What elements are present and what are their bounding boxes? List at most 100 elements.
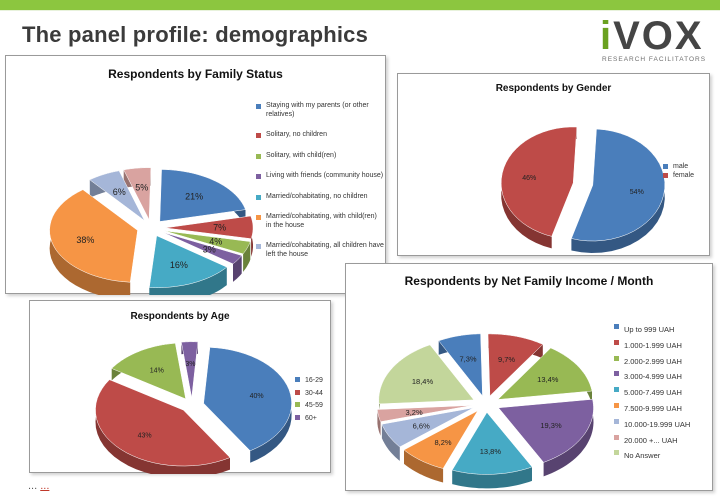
logo-subtitle: RESEARCH FACILITATORS — [602, 56, 707, 63]
legend-swatch — [663, 173, 668, 178]
legend-label: 20.000 +... UAH — [624, 435, 678, 445]
chart-title: Respondents by Net Family Income / Month — [404, 274, 654, 288]
chart-legend: Staying with my parents (or other relati… — [256, 102, 384, 271]
legend-label: Married/cohabitating, all children have … — [266, 242, 384, 258]
chart-legend: Up to 999 UAH 1.000-1.999 UAH 2.000-2.999 … — [614, 322, 712, 464]
top-accent-bar — [0, 0, 720, 10]
legend-label: Married/cohabitating, with child(ren) in… — [266, 213, 377, 229]
legend-item: Staying with my parents (or other relati… — [256, 102, 384, 119]
legend-swatch — [256, 133, 261, 138]
legend-swatch — [614, 324, 619, 329]
legend-label: 7.500-9.999 UAH — [624, 403, 682, 413]
footer-text: ... — [28, 480, 41, 492]
legend-label: female — [673, 172, 695, 179]
legend-item: 2.000-2.999 UAH — [614, 354, 712, 370]
brand-logo: iVOX RESEARCH FACILITATORS — [596, 14, 714, 66]
data-label: 14% — [150, 367, 164, 374]
legend-swatch — [614, 434, 619, 440]
legend-swatch — [295, 389, 300, 395]
pie-slice — [159, 169, 246, 222]
chart-legend: 16-29 30-44 45-59 60+ — [295, 375, 331, 425]
pie-slice — [451, 411, 533, 475]
legend-label: Staying with my parents (or other relati… — [266, 102, 369, 118]
pie-slice-side — [571, 129, 665, 253]
income-pie-chart: 7,3% 9,7% 13,4% 19,3% 13,8% 8,2% 6,6% 3,2% 18,4% — [377, 333, 594, 489]
legend-label: 3.000-4.999 UAH — [624, 372, 682, 382]
legend-item: 7.500-9.999 UAH — [614, 401, 712, 417]
pie-slice-side — [377, 409, 381, 436]
gender-pie-chart: 54% 46% — [500, 126, 666, 253]
legend-label: 1.000-1.999 UAH — [624, 340, 682, 350]
data-label: 19,3% — [540, 421, 562, 430]
data-label: 13,4% — [537, 375, 559, 384]
data-label: 4% — [209, 236, 222, 246]
legend-item: No Answer — [614, 448, 712, 464]
legend-label: Solitary, no children — [266, 131, 327, 138]
legend-label: male — [673, 163, 689, 170]
legend-item: 3.000-4.999 UAH — [614, 369, 712, 385]
pie-slice — [378, 344, 475, 405]
legend-label: 16-29 — [305, 377, 323, 384]
pie-slice — [498, 399, 594, 463]
legend-item: 45-59 — [295, 400, 331, 413]
legend-swatch — [614, 418, 619, 424]
legend-swatch — [295, 402, 300, 407]
legend-swatch — [295, 377, 300, 382]
pie-slice — [111, 343, 187, 400]
data-label: 16% — [170, 260, 188, 270]
data-label: 3,2% — [406, 408, 423, 417]
logo-wordmark: iVOX — [600, 14, 704, 58]
pie-slice-side — [49, 189, 131, 295]
legend-label: Solitary, with child(ren) — [266, 151, 337, 159]
legend-label: 5.000-7.499 UAH — [624, 388, 682, 398]
pie-slice — [500, 126, 578, 237]
data-label: 46% — [522, 175, 536, 182]
data-label: 8,2% — [434, 438, 451, 447]
chart-title: Respondents by Age — [130, 311, 230, 322]
legend-label: Living with friends (community house) — [266, 172, 384, 179]
pie-slice — [149, 235, 228, 288]
pie-slice-side — [381, 424, 400, 461]
legend-label: 60+ — [305, 414, 317, 422]
legend-item: 10.000-19.999 UAH — [614, 417, 712, 433]
age-pie-chart: 40% 43% 14% 3% — [95, 341, 292, 474]
legend-swatch — [256, 194, 261, 200]
pie-slice-side — [149, 267, 227, 295]
data-label: 43% — [138, 432, 152, 439]
data-label: 6,6% — [413, 421, 430, 430]
legend-swatch — [614, 371, 619, 377]
legend-swatch — [614, 450, 619, 456]
legend-swatch — [663, 164, 668, 169]
chart-panel-net-family-income: Respondents by Net Family Income / Month… — [345, 263, 713, 491]
legend-swatch — [256, 174, 261, 179]
data-label: 38% — [76, 235, 94, 245]
legend-item: female — [663, 171, 709, 180]
pie-slice — [89, 170, 145, 221]
legend-label: 45-59 — [305, 402, 323, 409]
family-status-pie-chart: 21% 7% 4%3% 16% 38% 6% 5% — [49, 167, 254, 295]
legend-swatch — [256, 153, 261, 159]
pie-slice — [203, 347, 292, 452]
legend-item: Living with friends (community house) — [256, 172, 384, 181]
legend-label: No Answer — [624, 451, 661, 461]
pie-slice — [377, 405, 473, 422]
pie-slice — [164, 230, 251, 255]
legend-item: Married/cohabitating, all children have … — [256, 242, 384, 259]
footer-contact: ... ... — [28, 480, 49, 492]
pie-slice — [497, 347, 593, 400]
legend-swatch — [295, 414, 300, 420]
footer-email-link[interactable]: ... — [40, 480, 50, 492]
data-label: 6% — [113, 187, 126, 197]
legend-swatch — [256, 104, 261, 109]
pie-slice — [403, 410, 479, 469]
pie-slice — [95, 379, 231, 467]
legend-item: Up to 999 UAH — [614, 322, 712, 338]
pie-slice — [162, 232, 243, 265]
chart-panel-gender: Respondents by Gender 54% 46% male female — [397, 73, 710, 256]
legend-swatch — [614, 387, 619, 393]
legend-item: Solitary, with child(ren) — [256, 152, 384, 161]
legend-item: 60+ — [295, 413, 331, 426]
chart-panel-age: Respondents by Age 40% 43% 14% 3% 16-29 30-4… — [29, 300, 331, 474]
data-label: 5% — [135, 183, 148, 193]
pie-slice-side — [243, 241, 251, 272]
